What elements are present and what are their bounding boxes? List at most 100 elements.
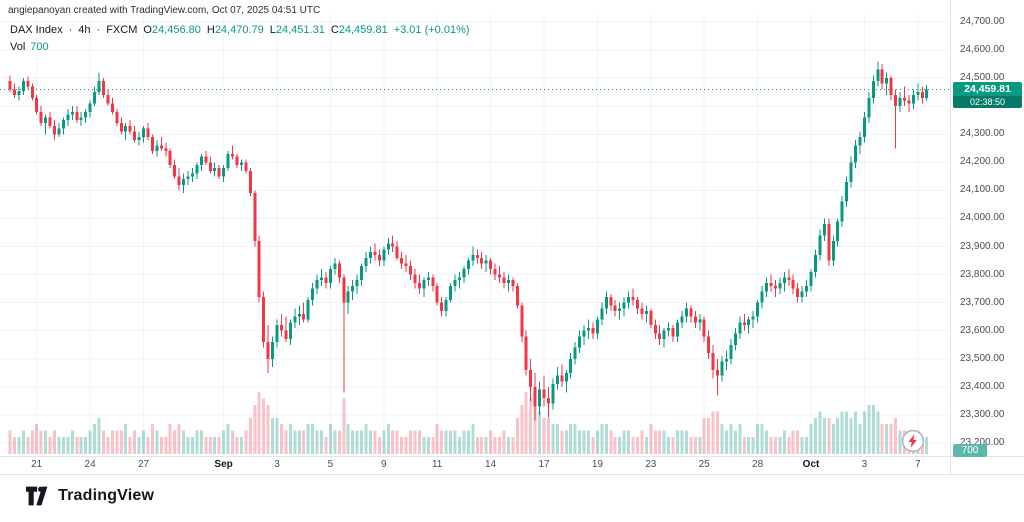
candle-body (765, 283, 768, 292)
candle-body (66, 114, 70, 121)
volume-bar (400, 437, 404, 454)
time-tick-label: 11 (431, 459, 443, 470)
candle-body (93, 92, 97, 104)
candle-body (444, 299, 448, 312)
tradingview-logo-icon (26, 486, 48, 506)
volume-bar (248, 417, 252, 454)
interval-label[interactable]: 4h (78, 24, 91, 36)
volume-bar (222, 430, 226, 454)
candle-body (137, 137, 141, 140)
volume-bar (311, 424, 315, 454)
candle-body (106, 94, 110, 104)
price-chart-canvas[interactable] (0, 0, 950, 456)
candle-body (426, 277, 430, 281)
volume-bar (489, 430, 493, 454)
volume-bar (515, 417, 519, 454)
volume-bar (297, 430, 301, 454)
volume-bar (342, 398, 346, 454)
candle-body (524, 336, 528, 371)
footer-branding[interactable]: TradingView (26, 486, 154, 506)
last-price-value: 24,459.81 (953, 82, 1022, 97)
candle-body (44, 117, 48, 124)
candle-body (484, 260, 488, 264)
candle-body (409, 266, 412, 275)
candle-body (79, 117, 83, 121)
volume-bar (462, 430, 466, 454)
open-value: O24,456.80 (143, 24, 201, 36)
volume-bar (506, 437, 510, 454)
volume-bar (70, 430, 74, 454)
candle-body (453, 280, 457, 286)
candle-body (284, 330, 288, 340)
candle-body (297, 313, 301, 317)
candle-body (57, 128, 61, 135)
volume-bar (39, 430, 43, 454)
volume-bar (21, 430, 25, 454)
volume-bar (862, 411, 866, 454)
symbol-name[interactable]: DAX Index (10, 24, 63, 36)
candle-body (190, 173, 194, 177)
axis-corner-divider (950, 457, 951, 474)
candle-body (738, 322, 742, 334)
candle-body (582, 330, 586, 337)
lightning-icon (908, 434, 917, 448)
candle-body (667, 327, 671, 331)
boost-button[interactable] (901, 429, 925, 453)
volume-bar (778, 437, 782, 454)
time-scale[interactable]: 21 24 27 Sep 3 5 9 11 14 17 19 23 25 28 Oct 3 7 (0, 456, 1024, 475)
volume-bar (404, 437, 408, 454)
volume-bar (133, 430, 137, 454)
candle-body (320, 277, 323, 281)
volume-bar (871, 404, 875, 454)
candle-body (560, 375, 564, 382)
candle-body (177, 176, 181, 185)
volume-bar (12, 437, 16, 454)
time-tick-label: Sep (214, 459, 233, 470)
volume-bar (262, 398, 266, 454)
volume-bar (368, 430, 372, 454)
volume-bar (840, 411, 844, 454)
volume-bar (244, 430, 248, 454)
time-tick-label: 27 (137, 459, 150, 470)
volume-bar (44, 430, 48, 454)
volume-bar (226, 424, 230, 454)
volume-bar (75, 437, 79, 454)
candle-body (386, 243, 390, 250)
volume-bar (791, 430, 795, 454)
volume-bar (279, 424, 283, 454)
volume-bar (898, 430, 902, 454)
volume-bar (622, 430, 626, 454)
candle-body (538, 389, 542, 407)
candle-body (235, 156, 239, 166)
candle-body (257, 240, 261, 298)
candle-body (182, 179, 186, 185)
volume-bar (17, 437, 21, 454)
volume-bar (756, 424, 760, 454)
price-tick-label: 23,500.00 (960, 352, 1005, 364)
volume-bar (827, 417, 831, 454)
candle-body (831, 240, 835, 261)
volume-bar (773, 437, 777, 454)
price-scale[interactable]: 24,459.81 02:38:50 700 24,700.00 24,600.0… (950, 0, 1024, 457)
volume-bar (618, 437, 622, 454)
candle-body (684, 308, 688, 317)
candle-body (53, 125, 56, 135)
price-tick-label: 23,900.00 (960, 240, 1005, 252)
candle-body (662, 330, 666, 340)
volume-bar (925, 437, 929, 454)
candle-body (226, 153, 230, 168)
volume-bar (631, 437, 635, 454)
candle-body (613, 305, 617, 312)
volume-bar (680, 430, 684, 454)
volume-badge: 700 (953, 444, 987, 457)
candle-body (150, 137, 154, 152)
chart-legend: DAX Index · 4h · FXCM O24,456.80 H24,470… (10, 24, 470, 36)
volume-bar (578, 430, 582, 454)
volume-bar (600, 424, 604, 454)
candle-body (627, 297, 631, 303)
candle-body (885, 78, 889, 84)
candle-body (591, 327, 595, 334)
volume-bar (208, 437, 212, 454)
candle-body (199, 156, 203, 166)
time-tick-label: 14 (485, 459, 497, 470)
